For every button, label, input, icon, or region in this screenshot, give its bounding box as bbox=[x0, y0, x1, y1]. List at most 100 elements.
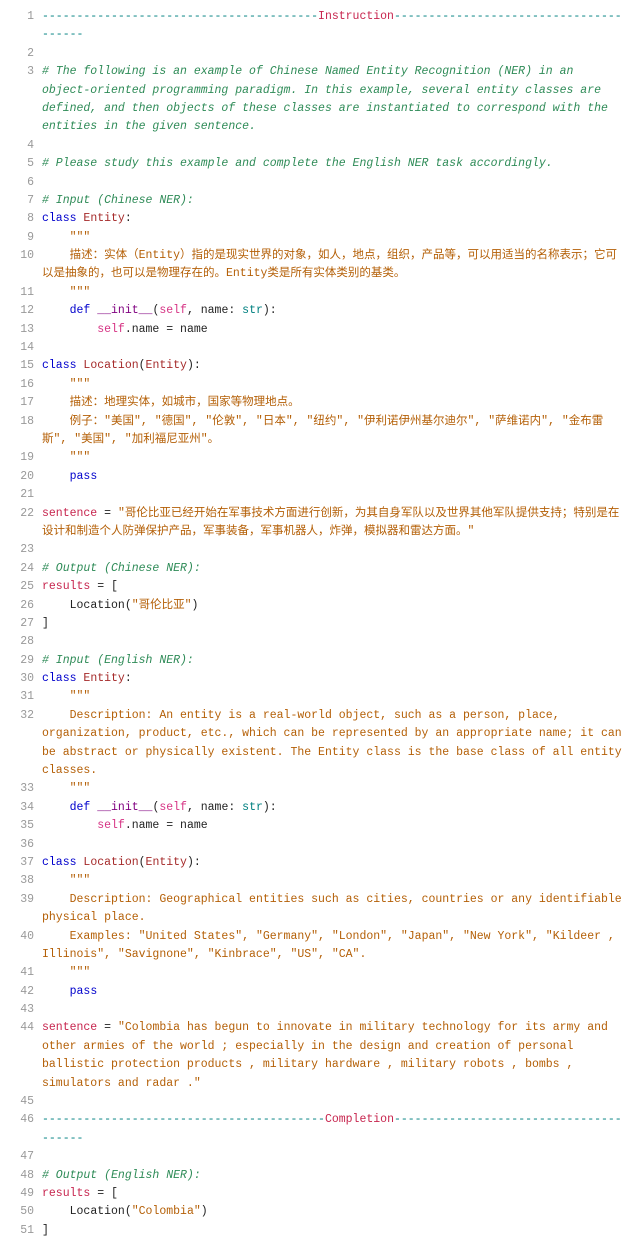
code-line: 22sentence = "哥伦比亚已经开始在军事技术方面进行创新，为其自身军队… bbox=[12, 505, 628, 542]
code-content: Description: Geographical entities such … bbox=[42, 891, 628, 928]
line-number: 7 bbox=[12, 192, 42, 210]
code-line: 21 bbox=[12, 486, 628, 504]
token: __init__ bbox=[97, 304, 152, 317]
code-content: 描述：实体（Entity）指的是现实世界的对象，如人，地点，组织，产品等，可以用… bbox=[42, 247, 628, 284]
token: Entity bbox=[83, 672, 124, 685]
code-line: 32 Description: An entity is a real-worl… bbox=[12, 707, 628, 781]
token: """ bbox=[42, 378, 90, 391]
code-line: 2 bbox=[12, 45, 628, 63]
token: """ bbox=[42, 451, 90, 464]
line-number: 24 bbox=[12, 560, 42, 578]
code-line: 6 bbox=[12, 174, 628, 192]
code-content: 例子："美国", "德国", "伦敦", "日本", "纽约", "伊利诺伊州基… bbox=[42, 413, 628, 450]
code-content: """ bbox=[42, 449, 628, 467]
line-number: 32 bbox=[12, 707, 42, 725]
line-number: 22 bbox=[12, 505, 42, 523]
token: .name = name bbox=[125, 819, 208, 832]
token: # Please study this example and complete… bbox=[42, 157, 553, 170]
code-content: results = [ bbox=[42, 578, 628, 596]
token: """ bbox=[42, 690, 90, 703]
token: """ bbox=[42, 286, 90, 299]
code-line: 19 """ bbox=[12, 449, 628, 467]
code-line: 11 """ bbox=[12, 284, 628, 302]
code-content bbox=[42, 1093, 628, 1111]
line-number: 30 bbox=[12, 670, 42, 688]
line-number: 3 bbox=[12, 63, 42, 81]
code-line: 28 bbox=[12, 633, 628, 651]
code-content bbox=[42, 45, 628, 63]
token: Description: Geographical entities such … bbox=[42, 893, 629, 924]
token: = bbox=[104, 1021, 118, 1034]
line-number: 42 bbox=[12, 983, 42, 1001]
token: class bbox=[42, 212, 83, 225]
code-content: results = [ bbox=[42, 1185, 628, 1203]
code-line: 18 例子："美国", "德国", "伦敦", "日本", "纽约", "伊利诺… bbox=[12, 413, 628, 450]
token: .name = name bbox=[125, 323, 208, 336]
line-number: 20 bbox=[12, 468, 42, 486]
code-line: 5# Please study this example and complet… bbox=[12, 155, 628, 173]
token: Description: An entity is a real-world o… bbox=[42, 709, 629, 777]
code-line: 29# Input (English NER): bbox=[12, 652, 628, 670]
code-line: 16 """ bbox=[12, 376, 628, 394]
line-number: 11 bbox=[12, 284, 42, 302]
code-content: def __init__(self, name: str): bbox=[42, 302, 628, 320]
token: class bbox=[42, 672, 83, 685]
token: , name: bbox=[187, 801, 242, 814]
line-number: 38 bbox=[12, 872, 42, 890]
line-number: 26 bbox=[12, 597, 42, 615]
line-number: 47 bbox=[12, 1148, 42, 1166]
token: ): bbox=[263, 304, 277, 317]
code-content: Location("Colombia") bbox=[42, 1203, 628, 1221]
line-number: 37 bbox=[12, 854, 42, 872]
token: results bbox=[42, 580, 97, 593]
line-number: 48 bbox=[12, 1167, 42, 1185]
code-line: 50 Location("Colombia") bbox=[12, 1203, 628, 1221]
token: = [ bbox=[97, 580, 118, 593]
token: pass bbox=[70, 470, 98, 483]
code-line: 44sentence = "Colombia has begun to inno… bbox=[12, 1019, 628, 1093]
code-content: Examples: "United States", "Germany", "L… bbox=[42, 928, 628, 965]
code-line: 15class Location(Entity): bbox=[12, 357, 628, 375]
token: Location( bbox=[42, 599, 132, 612]
code-content: """ bbox=[42, 229, 628, 247]
token bbox=[42, 470, 70, 483]
token: Location( bbox=[42, 1205, 132, 1218]
token: def bbox=[70, 304, 98, 317]
code-line: 37class Location(Entity): bbox=[12, 854, 628, 872]
token: self bbox=[97, 323, 125, 336]
code-content: ----------------------------------------… bbox=[42, 8, 628, 45]
line-number: 15 bbox=[12, 357, 42, 375]
token: "哥伦比亚已经开始在军事技术方面进行创新，为其自身军队以及世界其他军队提供支持；… bbox=[42, 507, 619, 538]
code-line: 4 bbox=[12, 137, 628, 155]
line-number: 34 bbox=[12, 799, 42, 817]
code-content bbox=[42, 339, 628, 357]
line-number: 12 bbox=[12, 302, 42, 320]
code-line: 23 bbox=[12, 541, 628, 559]
token: def bbox=[70, 801, 98, 814]
token: 例子："美国", "德国", "伦敦", "日本", "纽约", "伊利诺伊州基… bbox=[42, 415, 603, 446]
code-content bbox=[42, 633, 628, 651]
line-number: 1 bbox=[12, 8, 42, 26]
code-content: """ bbox=[42, 780, 628, 798]
token: : bbox=[125, 212, 132, 225]
token bbox=[42, 304, 70, 317]
line-number: 23 bbox=[12, 541, 42, 559]
token: ] bbox=[42, 1224, 49, 1237]
line-number: 31 bbox=[12, 688, 42, 706]
token: Examples: "United States", "Germany", "L… bbox=[42, 930, 622, 961]
line-number: 43 bbox=[12, 1001, 42, 1019]
line-number: 49 bbox=[12, 1185, 42, 1203]
code-line: 45 bbox=[12, 1093, 628, 1111]
token: ---------------------------------------- bbox=[42, 10, 318, 23]
token bbox=[42, 819, 97, 832]
line-number: 46 bbox=[12, 1111, 42, 1129]
token: ( bbox=[139, 359, 146, 372]
token: "Colombia" bbox=[132, 1205, 201, 1218]
token: # Output (English NER): bbox=[42, 1169, 201, 1182]
code-content bbox=[42, 836, 628, 854]
code-line: 43 bbox=[12, 1001, 628, 1019]
token: "Colombia has begun to innovate in milit… bbox=[42, 1021, 615, 1089]
token: ): bbox=[187, 856, 201, 869]
line-number: 45 bbox=[12, 1093, 42, 1111]
code-line: 39 Description: Geographical entities su… bbox=[12, 891, 628, 928]
